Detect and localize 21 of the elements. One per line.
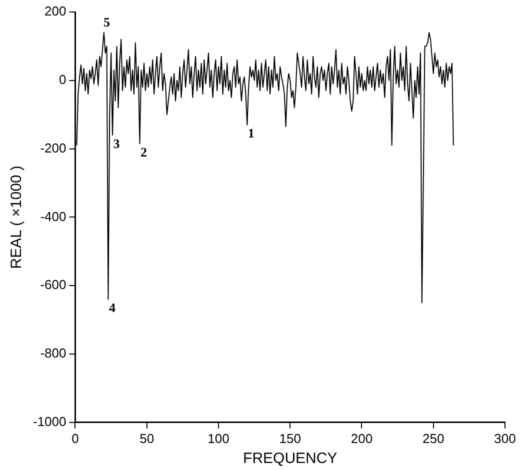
y-tick-label: 200 bbox=[44, 4, 66, 19]
x-tick-label: 300 bbox=[494, 430, 516, 446]
x-axis-title: FREQUENCY bbox=[243, 450, 338, 468]
y-tick-label: -400 bbox=[40, 208, 66, 224]
y-tick-label: -800 bbox=[40, 346, 66, 361]
annotation: 5 bbox=[104, 14, 111, 30]
annotation: 4 bbox=[108, 300, 116, 316]
y-axis-title: REAL ( ×1000 ) bbox=[8, 166, 26, 269]
x-tick-label: 200 bbox=[350, 430, 373, 446]
x-tick-label: 100 bbox=[208, 430, 230, 446]
x-tick-label: 150 bbox=[279, 430, 301, 446]
x-tick-label: 0 bbox=[72, 430, 79, 446]
y-tick-label: -600 bbox=[40, 277, 66, 292]
x-tick-label: 50 bbox=[140, 430, 154, 446]
y-tick-label: 0 bbox=[59, 72, 66, 87]
annotation: 1 bbox=[248, 126, 254, 141]
y-tick-label: -1000 bbox=[33, 414, 66, 429]
annotation: 2 bbox=[140, 144, 147, 160]
x-tick-label: 250 bbox=[422, 430, 444, 446]
y-tick-label: -200 bbox=[40, 140, 66, 156]
annotation: 3 bbox=[113, 136, 120, 151]
